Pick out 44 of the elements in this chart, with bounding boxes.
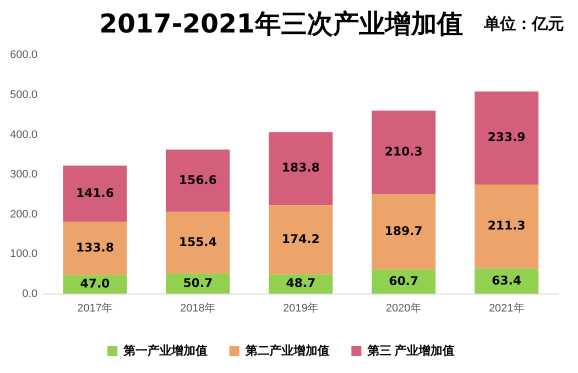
- y-tick-label: 300.0: [10, 168, 38, 181]
- bar: [372, 110, 436, 194]
- data-label: 133.8: [76, 240, 114, 255]
- data-label: 48.7: [286, 276, 316, 290]
- bar: [474, 92, 538, 185]
- chart-title: 2017-2021年三次产业增加值: [99, 9, 463, 40]
- bar: [268, 132, 333, 206]
- data-label: 50.7: [183, 276, 213, 290]
- data-label: 233.9: [488, 130, 526, 144]
- text: 单位：亿元: [484, 14, 564, 35]
- data-label: 211.3: [488, 218, 526, 233]
- bar: [372, 194, 436, 270]
- x-tick-label: 2017年: [77, 302, 113, 314]
- bar: [166, 150, 230, 212]
- y-tick-label: 0.0: [22, 288, 38, 300]
- bar: [63, 222, 127, 276]
- data-label: 156.6: [178, 172, 217, 187]
- y-tick-label: 600.0: [10, 49, 38, 62]
- x-tick-label: 2018年: [180, 302, 216, 314]
- bar: [166, 212, 230, 274]
- data-label: 47.0: [80, 276, 110, 291]
- bar: [474, 268, 538, 294]
- data-label: 60.7: [388, 274, 418, 288]
- x-tick-label: 2019年: [283, 302, 319, 314]
- y-tick-label: 500.0: [10, 89, 38, 101]
- x-tick-label: 2020年: [386, 302, 422, 314]
- bar: [63, 166, 127, 222]
- data-label: 155.4: [178, 234, 217, 249]
- data-label: 141.6: [76, 186, 114, 200]
- legend-label: 第三 产业增加值: [366, 343, 455, 358]
- data-label: 183.8: [282, 160, 320, 175]
- bar: [268, 205, 333, 274]
- legend-label: 第二产业增加值: [244, 343, 330, 358]
- bar: [372, 270, 436, 294]
- y-tick-label: 400.0: [10, 128, 38, 141]
- bar: [474, 184, 538, 269]
- legend-label: 第一产业增加值: [122, 343, 208, 358]
- y-tick-label: 100.0: [10, 248, 38, 260]
- y-tick-label: 200.0: [10, 208, 38, 220]
- data-label: 63.4: [492, 273, 522, 288]
- data-label: 174.2: [282, 232, 320, 246]
- x-tick-label: 2021年: [488, 302, 524, 314]
- data-label: 210.3: [384, 144, 423, 159]
- data-label: 189.7: [384, 224, 423, 238]
